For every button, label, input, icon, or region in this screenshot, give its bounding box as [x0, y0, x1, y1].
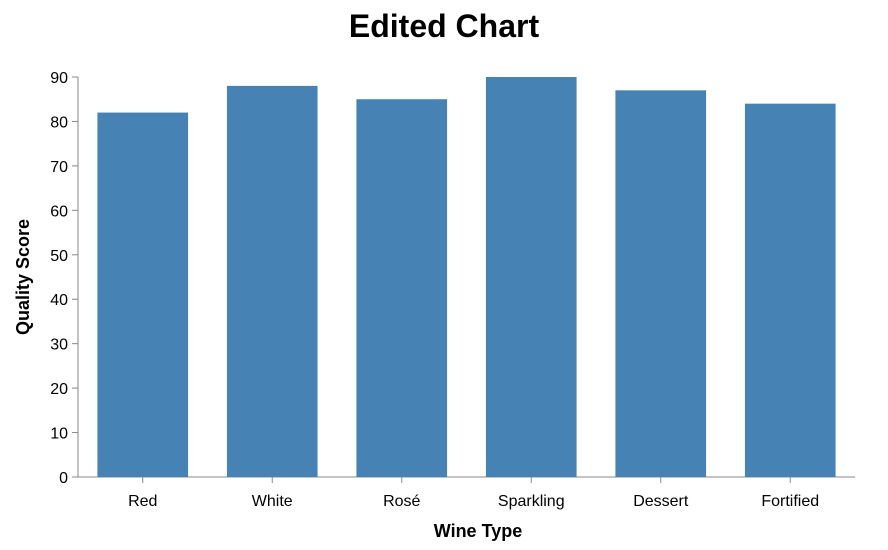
x-tick-label: Red [128, 493, 157, 510]
bar-ros- [356, 99, 448, 477]
y-tick-label: 30 [50, 337, 68, 354]
y-tick-label: 60 [50, 203, 68, 220]
x-tick-label: Dessert [633, 493, 689, 510]
y-axis: 0 10 20 30 40 50 60 70 80 90 [50, 70, 79, 487]
y-tick-label: 80 [50, 114, 68, 131]
y-tick-label: 70 [50, 159, 68, 176]
bars-group [97, 77, 836, 478]
x-tick-label: Fortified [761, 493, 819, 510]
y-axis-title: Quality Score [13, 219, 33, 335]
bar-fortified [744, 103, 836, 478]
chart-title: Edited Chart [349, 8, 540, 44]
x-axis: Red White Rosé Sparkling Dessert Fortified [78, 476, 855, 510]
y-tick-label: 50 [50, 248, 68, 265]
bar-dessert [615, 90, 707, 477]
y-tick-label: 10 [50, 426, 68, 443]
y-tick-label: 20 [50, 381, 68, 398]
y-tick-label: 90 [50, 70, 68, 87]
y-tick-label: 40 [50, 292, 68, 309]
y-tick-label: 0 [59, 470, 68, 487]
x-tick-label: Rosé [383, 493, 420, 510]
x-axis-title: Wine Type [434, 521, 523, 541]
bar-sparkling [485, 77, 577, 477]
x-tick-label: Sparkling [498, 493, 565, 510]
bar-red [97, 112, 189, 478]
bar-white [226, 85, 318, 477]
x-tick-label: White [252, 493, 293, 510]
